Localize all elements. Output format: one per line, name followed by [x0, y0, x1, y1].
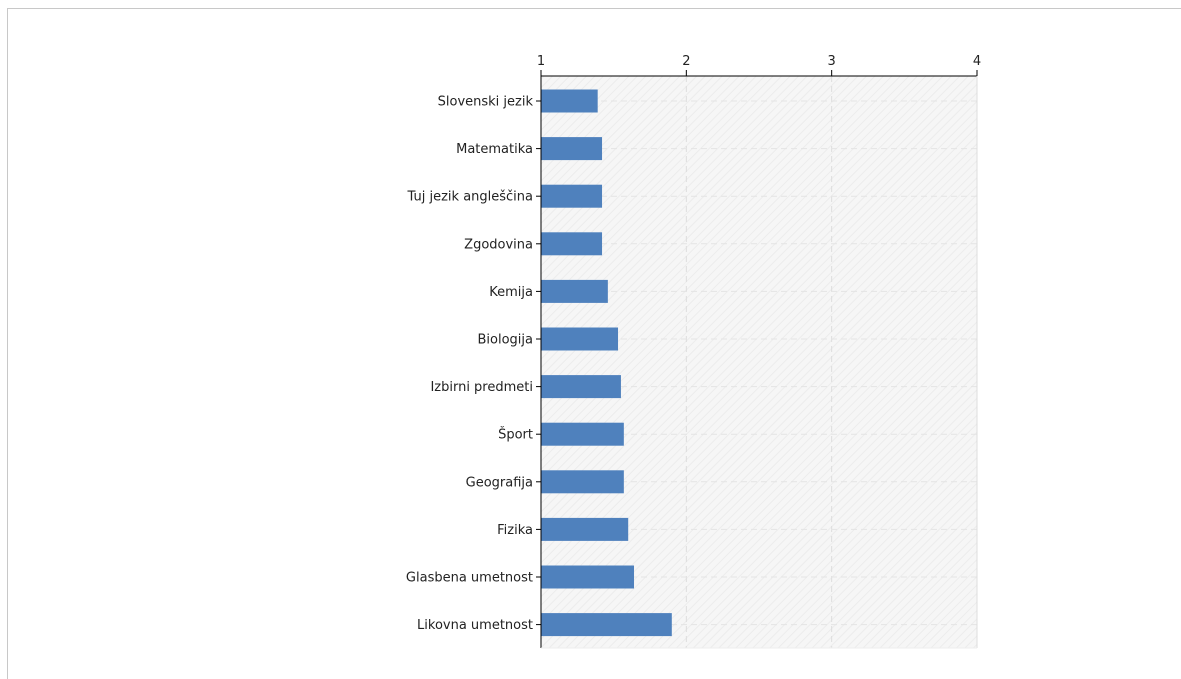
category-label: Zgodovina [464, 237, 533, 252]
bar [541, 518, 628, 541]
category-label: Likovna umetnost [417, 618, 533, 633]
category-label: Glasbena umetnost [406, 571, 533, 586]
bar [541, 185, 602, 208]
bar [541, 423, 624, 446]
bar [541, 328, 618, 351]
category-label: Kemija [489, 285, 533, 300]
x-tick-label: 2 [682, 54, 690, 69]
category-label: Biologija [478, 333, 534, 348]
category-label: Matematika [456, 142, 533, 157]
plot-area [541, 76, 977, 648]
bar [541, 566, 634, 589]
bar [541, 470, 624, 493]
bar [541, 613, 672, 636]
x-tick-label: 3 [828, 54, 836, 69]
category-label: Šport [498, 427, 533, 443]
bar [541, 232, 602, 255]
category-label: Slovenski jezik [438, 95, 534, 110]
category-label: Tuj jezik angleščina [407, 190, 533, 205]
category-label: Fizika [497, 523, 533, 538]
x-tick-label: 1 [537, 54, 545, 69]
x-tick-label: 4 [973, 54, 981, 69]
category-label: Geografija [466, 475, 533, 490]
x-tick-labels: 1 2 3 4 [537, 54, 981, 76]
bar [541, 90, 598, 113]
bar [541, 375, 621, 398]
category-label: Izbirni predmeti [430, 380, 533, 395]
y-tick-labels: Slovenski jezik Matematika Tuj jezik angle… [406, 95, 541, 634]
bar [541, 137, 602, 160]
bar [541, 280, 608, 303]
